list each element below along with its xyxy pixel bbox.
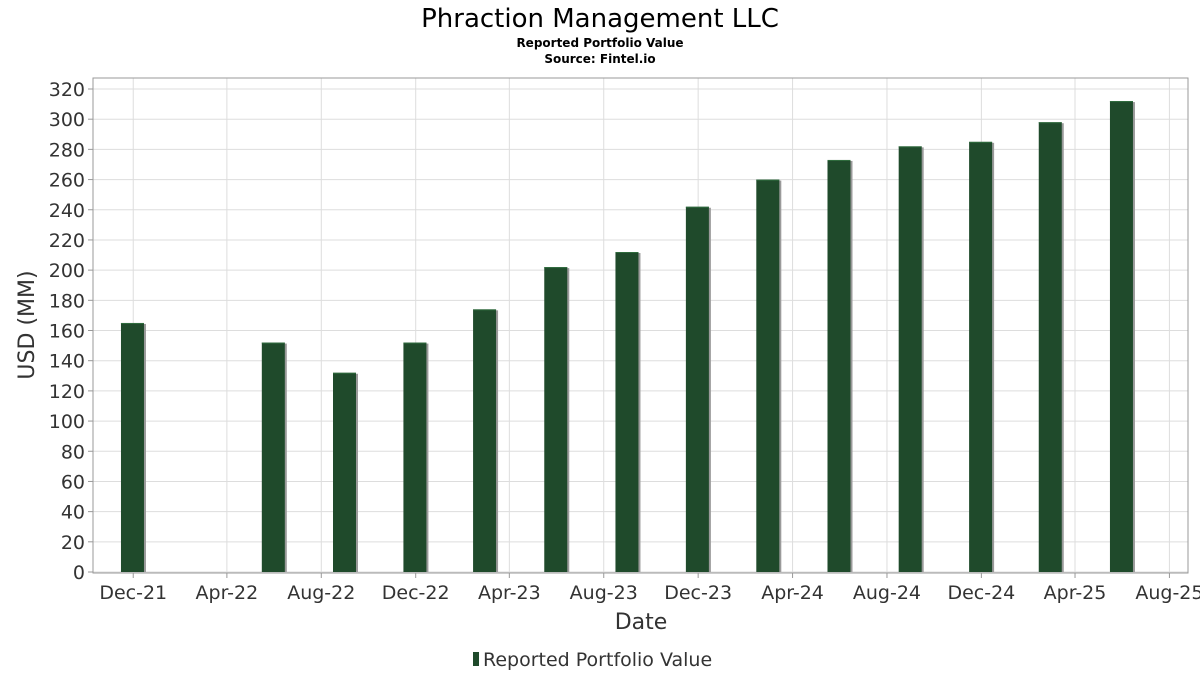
- x-tick-label: Aug-23: [570, 582, 638, 604]
- y-tick-label: 0: [73, 562, 85, 584]
- chart-title: Phraction Management LLC: [421, 4, 779, 34]
- x-tick-label: Apr-25: [1044, 582, 1107, 604]
- axes: 0 20 40 60 80 100 120 140 160 180 200 220 240 260 280 3…: [49, 79, 1200, 604]
- x-tick-label: Dec-23: [664, 582, 732, 604]
- y-tick-label: 160: [49, 321, 85, 343]
- legend-swatch: [473, 652, 479, 666]
- bar: [333, 372, 357, 572]
- y-tick-label: 120: [49, 381, 85, 403]
- x-tick-label: Apr-23: [478, 582, 541, 604]
- x-tick-label: Dec-21: [99, 582, 167, 604]
- x-tick-label: Dec-22: [382, 582, 450, 604]
- x-tick-label: Apr-22: [196, 582, 259, 604]
- y-axis-title: USD (MM): [15, 270, 40, 379]
- y-tick-label: 220: [49, 230, 85, 252]
- x-axis-title: Date: [615, 610, 668, 635]
- bar: [1109, 101, 1133, 572]
- legend-label: Reported Portfolio Value: [483, 649, 712, 671]
- bar: [403, 342, 427, 572]
- x-tick-label: Dec-24: [947, 582, 1015, 604]
- bar: [756, 179, 780, 572]
- bar: [898, 146, 922, 572]
- y-tick-label: 20: [61, 532, 85, 554]
- x-tick-label: Aug-22: [287, 582, 355, 604]
- legend: Reported Portfolio Value: [473, 649, 712, 671]
- bar: [544, 267, 568, 572]
- chart-subtitle: Reported Portfolio Value: [516, 36, 683, 50]
- y-tick-label: 320: [49, 79, 85, 101]
- y-tick-label: 180: [49, 290, 85, 312]
- x-tick-label: Aug-25: [1135, 582, 1200, 604]
- bar: [261, 342, 285, 572]
- grid: [93, 78, 1188, 573]
- bar: [827, 159, 851, 573]
- bar: [1038, 122, 1062, 573]
- y-tick-label: 300: [49, 109, 85, 131]
- bars: [120, 101, 1135, 573]
- y-tick-label: 60: [61, 471, 85, 493]
- y-tick-label: 40: [61, 502, 85, 524]
- y-tick-label: 80: [61, 441, 85, 463]
- x-tick-label: Apr-24: [761, 582, 824, 604]
- bar: [120, 322, 144, 572]
- y-tick-label: 140: [49, 351, 85, 373]
- y-tick-label: 260: [49, 170, 85, 192]
- chart-source: Source: Fintel.io: [544, 52, 655, 66]
- y-tick-label: 280: [49, 139, 85, 161]
- y-tick-label: 100: [49, 411, 85, 433]
- y-tick-label: 240: [49, 200, 85, 222]
- y-tick-label: 200: [49, 260, 85, 282]
- plot-area-border: [92, 77, 1189, 574]
- bar: [615, 252, 639, 572]
- bar: [473, 309, 497, 572]
- bar: [685, 206, 709, 572]
- x-tick-label: Aug-24: [853, 582, 921, 604]
- bar: [969, 141, 993, 572]
